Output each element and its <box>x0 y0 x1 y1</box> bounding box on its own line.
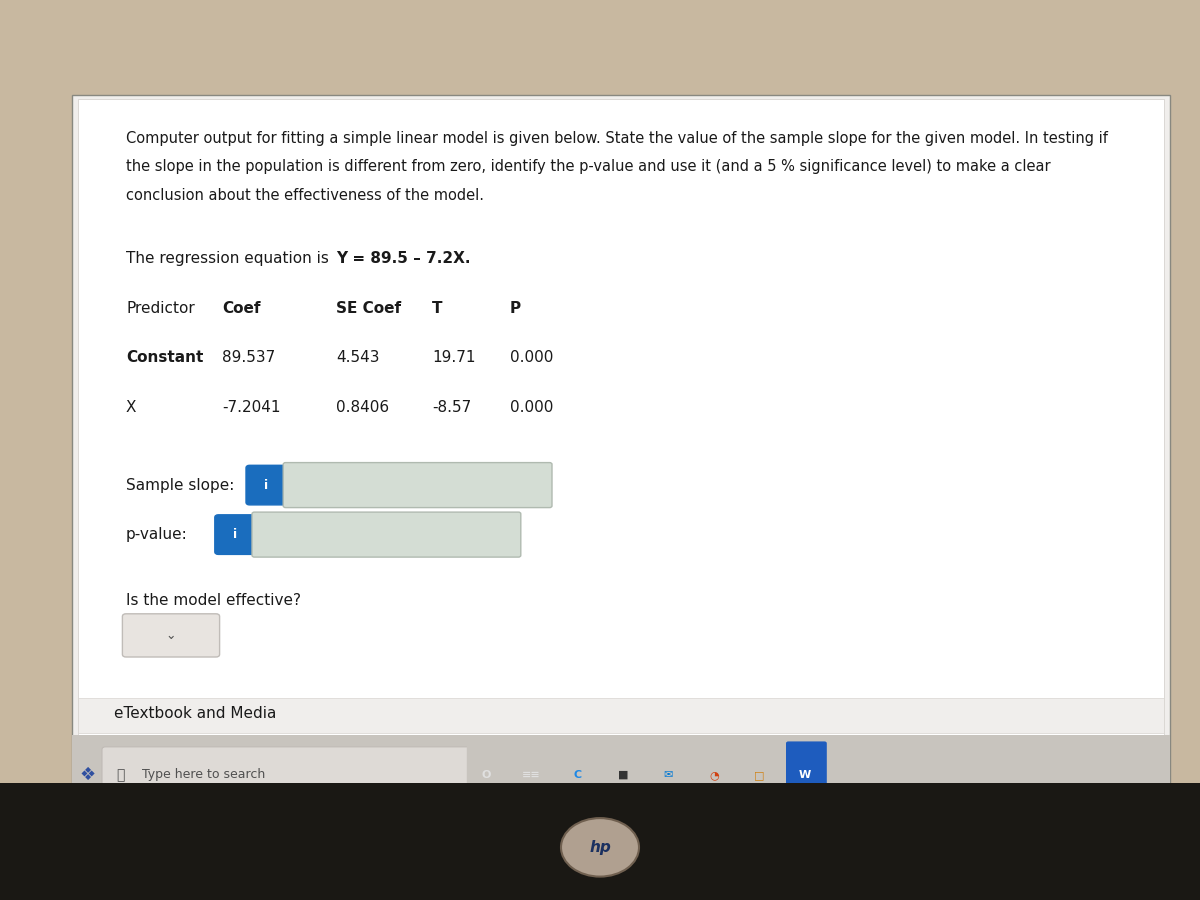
FancyBboxPatch shape <box>102 747 481 803</box>
Text: Is the model effective?: Is the model effective? <box>126 593 301 608</box>
Text: Computer output for fitting a simple linear model is given below. State the valu: Computer output for fitting a simple lin… <box>126 130 1108 146</box>
Text: eTextbook and Media: eTextbook and Media <box>114 706 276 721</box>
Text: ⌕: ⌕ <box>116 768 124 782</box>
Text: □: □ <box>755 770 764 780</box>
Text: Constant: Constant <box>126 350 203 365</box>
Text: ✉: ✉ <box>664 770 673 780</box>
FancyBboxPatch shape <box>512 742 553 808</box>
Text: ≡≡: ≡≡ <box>522 770 541 780</box>
Text: Y = 89.5 – 7.2X.: Y = 89.5 – 7.2X. <box>336 251 470 266</box>
Text: hp: hp <box>589 840 611 855</box>
FancyBboxPatch shape <box>283 463 552 508</box>
Text: ◔: ◔ <box>709 770 719 780</box>
Text: W: W <box>799 770 811 780</box>
Ellipse shape <box>562 818 640 877</box>
FancyBboxPatch shape <box>72 735 1170 814</box>
Text: 0.000: 0.000 <box>510 350 553 365</box>
Text: 0.8406: 0.8406 <box>336 400 389 415</box>
Text: T: T <box>432 301 443 316</box>
FancyBboxPatch shape <box>604 742 644 808</box>
FancyBboxPatch shape <box>78 99 1164 735</box>
FancyBboxPatch shape <box>78 698 1164 733</box>
Text: O: O <box>481 770 491 780</box>
Text: 0.000: 0.000 <box>510 400 553 415</box>
Text: p-value:: p-value: <box>126 527 187 542</box>
Text: Coef: Coef <box>222 301 260 316</box>
FancyBboxPatch shape <box>122 614 220 657</box>
Text: the slope in the population is different from zero, identify the p-value and use: the slope in the population is different… <box>126 159 1051 175</box>
FancyBboxPatch shape <box>649 742 690 808</box>
FancyBboxPatch shape <box>467 742 508 808</box>
Text: P: P <box>510 301 521 316</box>
FancyBboxPatch shape <box>215 515 256 554</box>
Text: Type here to search: Type here to search <box>142 769 265 781</box>
Text: -8.57: -8.57 <box>432 400 472 415</box>
FancyBboxPatch shape <box>695 742 736 808</box>
Text: X: X <box>126 400 137 415</box>
FancyBboxPatch shape <box>558 742 599 808</box>
Text: i: i <box>233 528 238 541</box>
Text: W: W <box>799 770 811 780</box>
Text: conclusion about the effectiveness of the model.: conclusion about the effectiveness of th… <box>126 188 484 203</box>
Text: SE Coef: SE Coef <box>336 301 401 316</box>
FancyBboxPatch shape <box>0 783 1200 900</box>
Text: Predictor: Predictor <box>126 301 194 316</box>
FancyBboxPatch shape <box>252 512 521 557</box>
Text: 89.537: 89.537 <box>222 350 275 365</box>
Text: ❖: ❖ <box>79 766 96 784</box>
Text: ■: ■ <box>618 770 628 780</box>
FancyBboxPatch shape <box>786 742 827 808</box>
Text: i: i <box>264 479 269 491</box>
Text: ⌄: ⌄ <box>166 629 176 642</box>
Text: -7.2041: -7.2041 <box>222 400 281 415</box>
FancyBboxPatch shape <box>786 742 827 808</box>
FancyBboxPatch shape <box>740 742 781 808</box>
Text: C: C <box>574 770 581 780</box>
Text: The regression equation is: The regression equation is <box>126 251 334 266</box>
Text: Sample slope:: Sample slope: <box>126 478 234 492</box>
FancyBboxPatch shape <box>246 465 287 505</box>
Text: 4.543: 4.543 <box>336 350 379 365</box>
Text: 19.71: 19.71 <box>432 350 475 365</box>
FancyBboxPatch shape <box>72 94 1170 814</box>
